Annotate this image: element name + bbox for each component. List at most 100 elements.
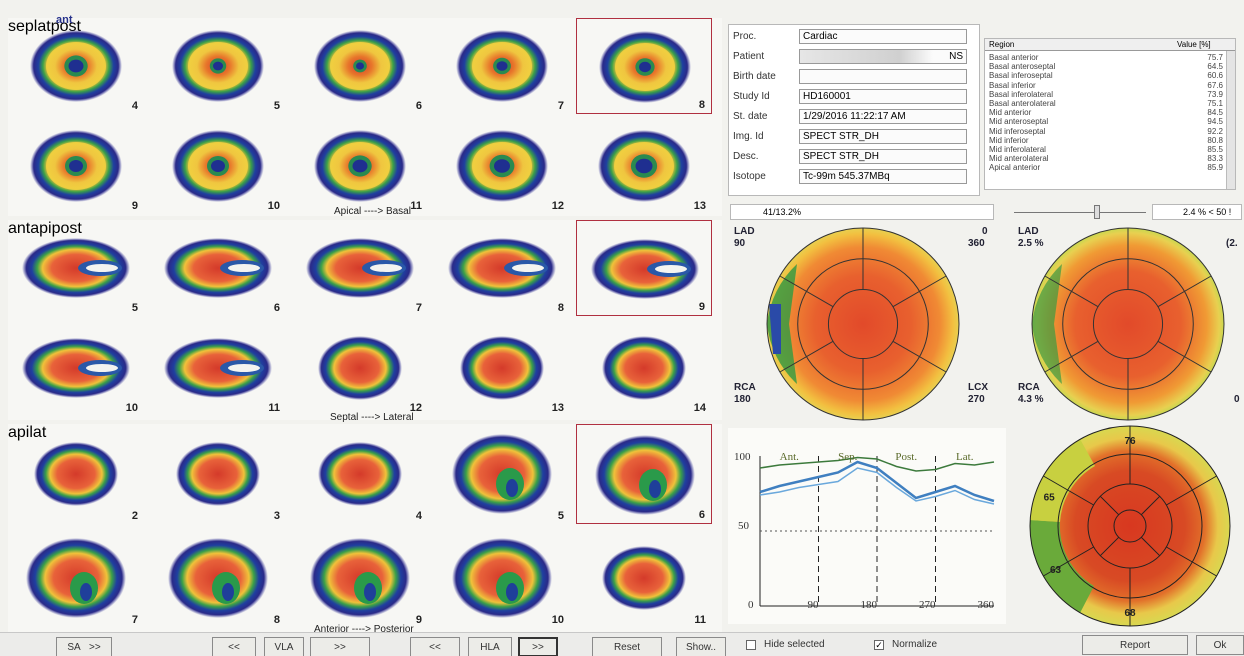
info-value[interactable]: HD160001 (799, 89, 967, 104)
sa-view-button[interactable]: SA >> (56, 637, 112, 656)
x-tick-label: 180 (861, 599, 878, 611)
region-value: 75.7 (1207, 53, 1223, 62)
region-row[interactable]: Basal inferior 67.6 (989, 81, 1223, 90)
hla-slice-tile[interactable]: 2 (8, 424, 144, 524)
vla-slice-tile[interactable]: 5 (8, 220, 144, 316)
hla-slice-tile[interactable]: 8 (150, 528, 286, 628)
region-values-table[interactable]: Region Value [%] Basal anterior 75.7 Basal… (984, 38, 1236, 190)
info-value[interactable]: NS (799, 49, 967, 64)
slice-number: 10 (267, 200, 280, 212)
normalize-checkbox[interactable]: ✓ (874, 640, 884, 650)
info-label: Desc. (733, 151, 759, 162)
slice-number: 12 (551, 200, 564, 212)
info-value[interactable] (799, 69, 967, 84)
extent-slider-thumb[interactable] (1094, 205, 1100, 219)
vla-slice-tile[interactable]: 12 (292, 320, 428, 416)
region-row[interactable]: Mid inferolateral 85.5 (989, 145, 1223, 154)
sa-label-ant: ant (56, 14, 73, 26)
info-label: Birth date (733, 71, 776, 82)
hla-view-button[interactable]: HLA (468, 637, 512, 656)
vla-prev-button[interactable]: << (410, 637, 460, 656)
region-row[interactable]: Mid anterior 84.5 (989, 108, 1223, 117)
sa-slice-tile[interactable]: 7 (434, 18, 570, 114)
region-table-scrollbar[interactable] (1226, 51, 1235, 189)
vla-slice-tile[interactable]: 14 (576, 320, 712, 416)
sa-slice-tile[interactable]: 6 (292, 18, 428, 114)
region-row[interactable]: Mid inferior 80.8 (989, 136, 1223, 145)
patient-info-panel: Proc. Cardiac Patient NS Birth date Study Id H… (728, 24, 980, 196)
sa-next-label: >> (89, 641, 101, 653)
sa-slice-tile[interactable]: 8 (576, 18, 712, 114)
hide-selected-checkbox[interactable] (746, 640, 756, 650)
sa-slice-tile[interactable]: 10 (150, 118, 286, 214)
sa-slice-tile[interactable]: 11 (292, 118, 428, 214)
segment-polar-map-svg: 76 65 63 68 (1029, 425, 1231, 627)
sa-slice-tile[interactable]: 5 (150, 18, 286, 114)
region-row[interactable]: Mid inferoseptal 92.2 (989, 127, 1223, 136)
region-name: Mid inferolateral (989, 144, 1046, 154)
vla-slice-tile[interactable]: 6 (150, 220, 286, 316)
hla-slice-tile[interactable]: 9 (292, 528, 428, 628)
y-tick-label: 100 (734, 451, 751, 463)
vla-view-button[interactable]: VLA (264, 637, 304, 656)
report-button[interactable]: Report (1082, 635, 1188, 655)
ok-button[interactable]: Ok (1196, 635, 1244, 655)
hla-label-lat: lat (29, 424, 47, 441)
hla-slice-tile[interactable]: 4 (292, 424, 428, 524)
slice-number: 8 (698, 99, 705, 111)
polar-map-extent-svg (1031, 227, 1225, 421)
vla-slice-tile[interactable]: 8 (434, 220, 570, 316)
slice-number: 5 (557, 510, 564, 522)
info-value[interactable]: Tc-99m 545.37MBq (799, 169, 967, 184)
slice-number: 9 (131, 200, 138, 212)
region-row[interactable]: Mid anterolateral 83.3 (989, 154, 1223, 163)
segment-polar-map: 76 65 63 68 (1014, 420, 1244, 632)
hla-slice-tile[interactable]: 3 (150, 424, 286, 524)
sa-slice-tile[interactable]: 9 (8, 118, 144, 214)
sa-prev-button[interactable]: << (212, 637, 256, 656)
vla-next-button[interactable]: >> (310, 637, 370, 656)
region-row[interactable]: Basal anterolateral 75.1 (989, 99, 1223, 108)
region-row[interactable]: Basal inferolateral 73.9 (989, 90, 1223, 99)
angle-360-label: 360 (968, 238, 985, 249)
region-row[interactable]: Basal inferoseptal 60.6 (989, 71, 1223, 80)
region-name: Apical anterior (989, 163, 1041, 173)
region-row[interactable]: Basal anteroseptal 64.5 (989, 62, 1223, 71)
show-button[interactable]: Show.. (676, 637, 726, 656)
region-value: 84.5 (1207, 108, 1223, 118)
vla-slice-tile[interactable]: 10 (8, 320, 144, 416)
info-value[interactable]: 1/29/2016 11:22:17 AM (799, 109, 967, 124)
sa-slice-image (599, 31, 691, 103)
hla-slice-tile[interactable]: 5 (434, 424, 570, 524)
sa-slice-tile[interactable]: 4 (8, 18, 144, 114)
hla-slice-tile[interactable]: 11 (576, 528, 712, 628)
sa-slice-tile[interactable]: 12 (434, 118, 570, 214)
region-row[interactable]: Basal anterior 75.7 (989, 53, 1223, 62)
region-row[interactable]: Mid anteroseptal 94.5 (989, 117, 1223, 126)
segment-value: 63 (1050, 565, 1062, 576)
sa-slice-tile[interactable]: 13 (576, 118, 712, 214)
vla-slice-image (602, 336, 686, 400)
vla-slice-tile[interactable]: 9 (576, 220, 712, 316)
slice-number: 3 (273, 510, 280, 522)
sa-slice-image (598, 130, 690, 202)
info-value[interactable]: Cardiac (799, 29, 967, 44)
hla-slice-tile[interactable]: 6 (576, 424, 712, 524)
region-name: Basal inferolateral (989, 89, 1054, 99)
vla-slice-tile[interactable]: 7 (292, 220, 428, 316)
info-value[interactable]: SPECT STR_DH (799, 129, 967, 144)
vla-slice-tile[interactable]: 11 (150, 320, 286, 416)
vla-slice-tile[interactable]: 13 (434, 320, 570, 416)
slice-number: 12 (409, 402, 422, 414)
slice-number: 5 (131, 302, 138, 314)
hla-slice-image (452, 434, 552, 514)
info-value[interactable]: SPECT STR_DH (799, 149, 967, 164)
hla-next-button[interactable]: >> (518, 637, 558, 656)
sa-caption: Apical ----> Basal (334, 206, 411, 217)
hla-slice-tile[interactable]: 7 (8, 528, 144, 628)
reset-button[interactable]: Reset (592, 637, 662, 656)
region-row[interactable]: Apical anterior 85.9 (989, 163, 1223, 172)
extent-slider-track[interactable] (1014, 212, 1146, 213)
segment-value: 68 (1124, 608, 1136, 619)
hla-slice-tile[interactable]: 10 (434, 528, 570, 628)
